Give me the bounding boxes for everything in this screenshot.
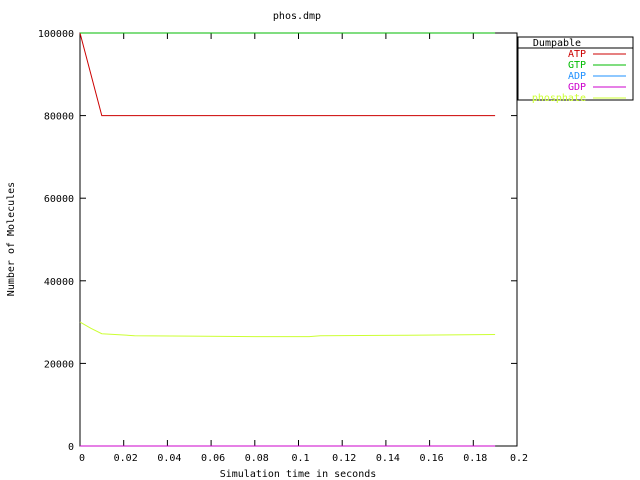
legend-label-gtp: GTP: [568, 60, 586, 71]
x-tick-label: 0.1: [291, 453, 309, 464]
legend-label-atp: ATP: [568, 49, 586, 60]
plot-area-frame: [79, 32, 518, 447]
legend-label-gdp: GDP: [568, 82, 586, 93]
x-axis-label: Simulation time in seconds: [220, 469, 377, 480]
x-tick-label: 0.14: [376, 453, 400, 464]
series-line-phosphate: [79, 321, 496, 338]
x-tick-label: 0: [79, 453, 85, 464]
y-tick-label: 60000: [44, 194, 74, 205]
y-tick-label: 20000: [44, 359, 74, 370]
y-tick-label: 80000: [44, 112, 74, 123]
x-tick-label: 0.18: [463, 453, 487, 464]
x-tick-label: 0.12: [332, 453, 356, 464]
legend-title: Dumpable: [533, 38, 581, 49]
legend-label-adp: ADP: [568, 71, 586, 82]
y-axis-label: Number of Molecules: [6, 182, 17, 296]
x-tick-label: 0.04: [157, 453, 181, 464]
y-tick-label: 0: [68, 442, 74, 453]
axis-ticks: 0 0.02 0.04 0.06 0.08 0.1 0.12 0.14 0.16 0.18 0.2 0…: [38, 29, 528, 464]
legend-label-phosphate: phosphate: [532, 93, 586, 104]
series-line-atp: [79, 32, 496, 117]
series-lines: [79, 32, 496, 447]
x-tick-label: 0.2: [510, 453, 528, 464]
x-tick-label: 0.06: [201, 453, 225, 464]
chart-title: phos.dmp: [273, 11, 321, 22]
x-tick-label: 0.08: [245, 453, 269, 464]
y-tick-label: 40000: [44, 277, 74, 288]
x-tick-label: 0.16: [420, 453, 444, 464]
y-tick-label: 100000: [38, 29, 74, 40]
x-tick-label: 0.02: [114, 453, 138, 464]
